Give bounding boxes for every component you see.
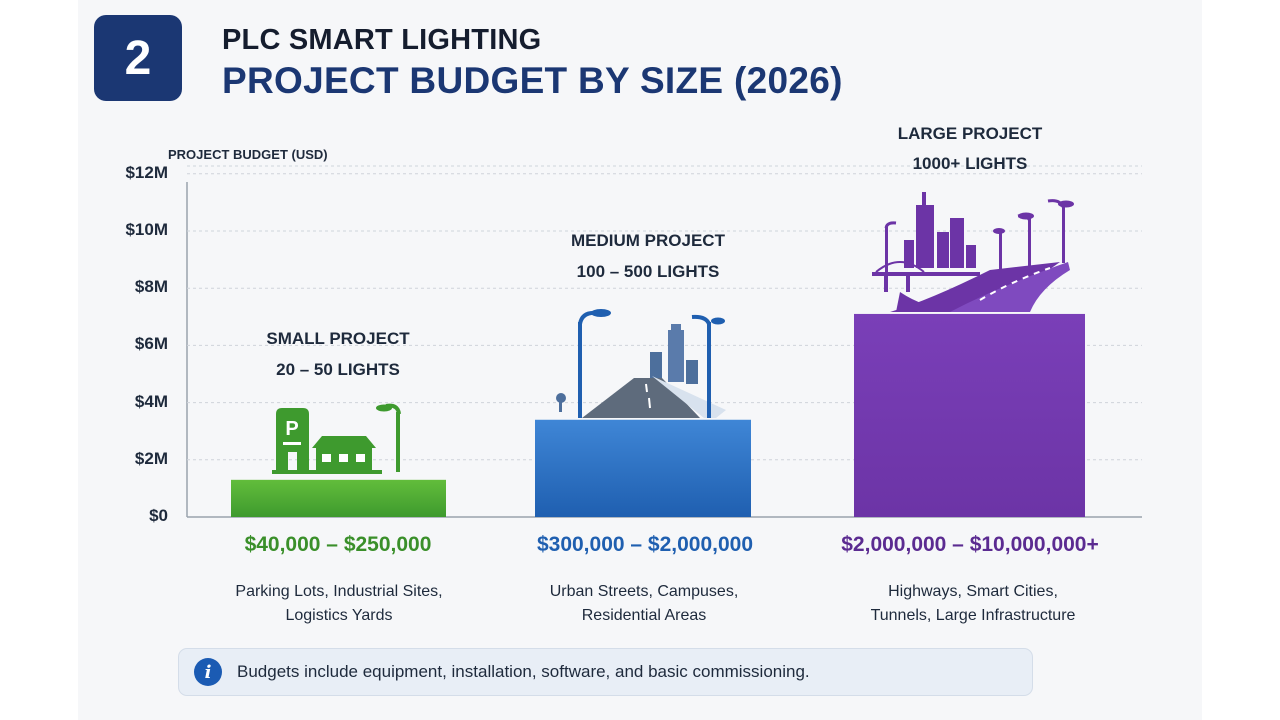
category-label-small: SMALL PROJECT	[266, 329, 410, 348]
bar-large	[854, 313, 1085, 517]
description-medium-line2: Residential Areas	[581, 607, 707, 624]
y-tick-label: $12M	[125, 162, 168, 182]
footnote-text: Budgets include equipment, installation,…	[237, 662, 810, 681]
y-axis-label: PROJECT BUDGET (USD)	[168, 147, 328, 162]
description-medium: Urban Streets, Campuses, Residential Are…	[494, 580, 794, 628]
svg-text:P: P	[285, 418, 298, 440]
category-sublabel-large: 1000+ LIGHTS	[912, 154, 1028, 173]
description-small-line2: Logistics Yards	[285, 607, 393, 624]
description-large: Highways, Smart Cities, Tunnels, Large I…	[823, 580, 1123, 628]
y-tick-label: $2M	[134, 448, 168, 468]
description-small-line1: Parking Lots, Industrial Sites,	[235, 583, 443, 600]
highway-skyline-bridge-icon	[872, 192, 1074, 312]
road-city-streetlight-icon	[556, 309, 726, 418]
category-label-large: LARGE PROJECT	[897, 124, 1043, 143]
description-large-line2: Tunnels, Large Infrastructure	[870, 607, 1076, 624]
category-sublabel-small: 20 – 50 LIGHTS	[276, 360, 400, 379]
category-sublabel-medium: 100 – 500 LIGHTS	[576, 262, 720, 281]
section-number-badge: 2	[94, 15, 182, 101]
bar-small	[231, 479, 446, 517]
parking-building-streetlight-icon: P	[272, 403, 401, 474]
y-tick-label: $8M	[134, 277, 168, 297]
category-label-medium: MEDIUM PROJECT	[571, 231, 725, 250]
y-tick-label: $6M	[134, 334, 168, 354]
description-small: Parking Lots, Industrial Sites, Logistic…	[189, 580, 489, 628]
bar-medium	[535, 419, 751, 517]
budget-range-medium: $300,000 – $2,000,000	[536, 533, 754, 556]
chart-subtitle: PROJECT BUDGET BY SIZE (2026)	[222, 60, 843, 101]
info-icon: i	[194, 658, 222, 686]
description-large-line1: Highways, Smart Cities,	[888, 583, 1058, 600]
description-medium-line1: Urban Streets, Campuses,	[549, 583, 739, 600]
y-tick-label: $4M	[134, 391, 168, 411]
footnote-box: i Budgets include equipment, installatio…	[178, 648, 1033, 696]
chart-title: PLC SMART LIGHTING	[222, 24, 542, 56]
y-tick-label: $0	[149, 506, 168, 525]
budget-range-small: $40,000 – $250,000	[244, 533, 432, 556]
budget-range-large: $2,000,000 – $10,000,000+	[841, 533, 1099, 556]
y-tick-label: $10M	[125, 220, 168, 239]
